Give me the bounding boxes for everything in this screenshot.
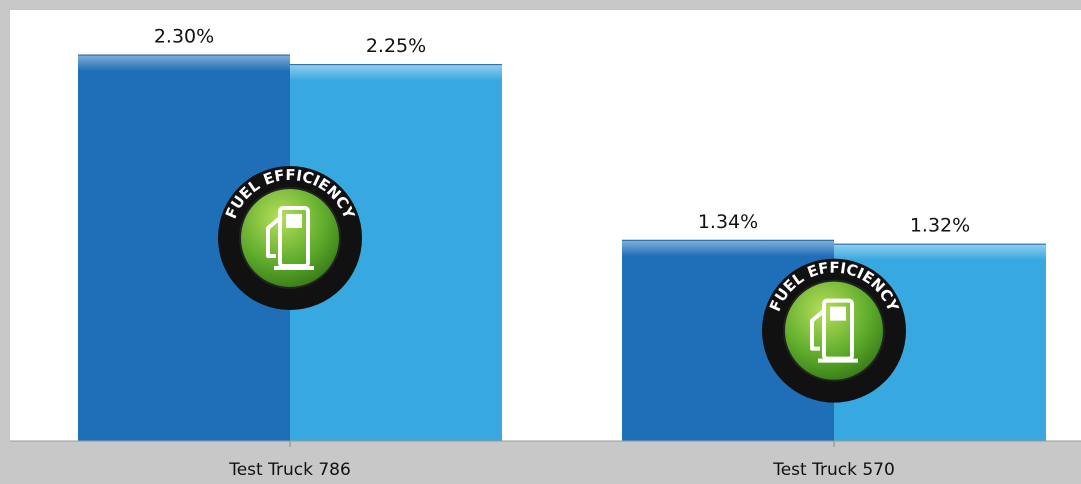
badge-core — [239, 186, 341, 289]
value-label: 1.32% — [910, 215, 970, 237]
pump-window — [830, 306, 846, 321]
x-tick-label: Test Truck 570 — [772, 460, 895, 480]
value-label: 2.25% — [366, 35, 426, 57]
bar-shine — [834, 244, 1046, 261]
bar-shine — [290, 64, 502, 81]
bar-shine — [78, 54, 290, 71]
pump-hose — [810, 309, 826, 351]
value-label: 2.30% — [154, 25, 214, 47]
fuel-badge: FUEL EFFICIENCY — [218, 166, 362, 310]
fuel-badge: FUEL EFFICIENCY — [762, 259, 906, 403]
pump-hose — [266, 216, 282, 258]
value-label: 1.34% — [698, 211, 758, 233]
x-tick-label: Test Truck 786 — [228, 460, 351, 480]
badge-core — [783, 279, 885, 382]
bar-shine — [622, 240, 834, 257]
pump-window — [286, 213, 302, 228]
